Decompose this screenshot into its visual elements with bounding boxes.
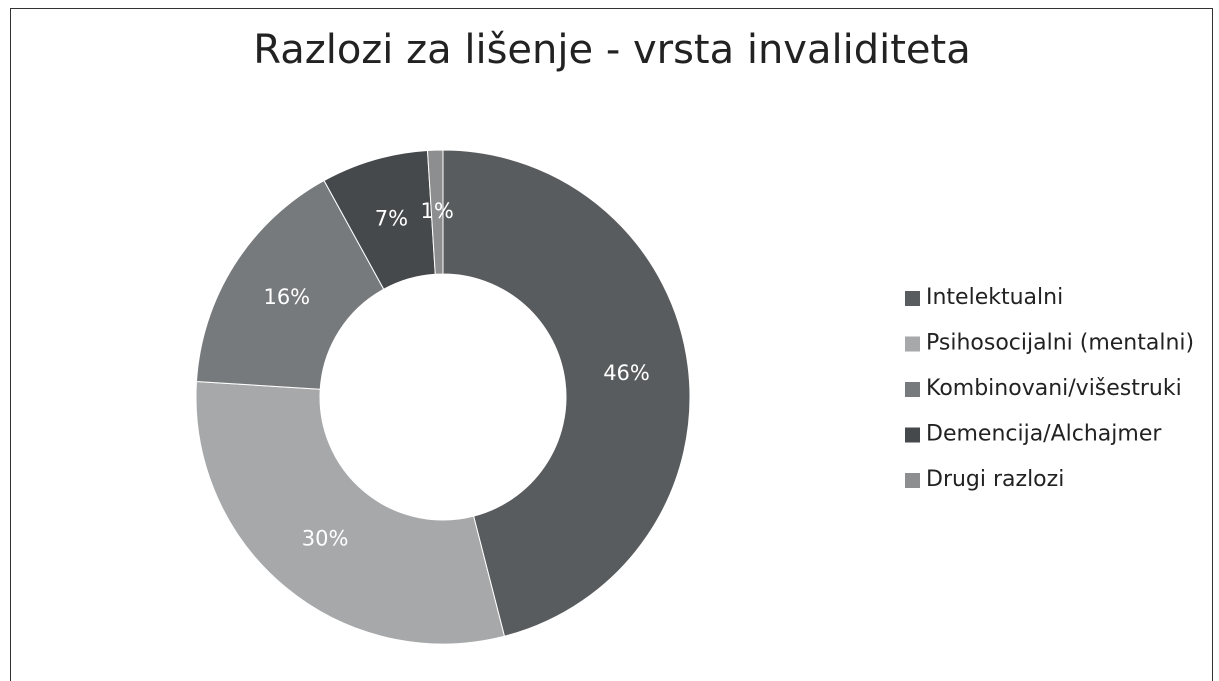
value-label: 1% <box>421 199 454 223</box>
legend-swatch <box>905 427 920 443</box>
donut-slice <box>195 179 385 390</box>
legend-label: Intelektualni <box>926 285 1063 310</box>
legend-label: Drugi razlozi <box>926 467 1064 492</box>
chart-frame <box>10 8 1213 681</box>
legend-label: Kombinovani/višestruki <box>926 376 1182 401</box>
legend-swatch <box>905 473 920 488</box>
donut-slice <box>195 380 506 645</box>
value-label: 16% <box>263 285 310 309</box>
legend-swatch <box>905 382 920 397</box>
legend-label: Demencija/Alchajmer <box>926 422 1162 447</box>
donut-slice <box>426 149 444 275</box>
value-label: 30% <box>302 527 349 551</box>
chart-title: Razlozi za lišenje - vrsta invaliditeta <box>253 27 970 73</box>
value-label: 46% <box>603 361 650 385</box>
legend-swatch <box>905 291 920 306</box>
value-label: 7% <box>375 206 408 230</box>
legend-label: Psihosocijalni (mentalni) <box>926 331 1194 356</box>
legend-swatch <box>905 336 920 352</box>
donut-slice <box>442 149 691 637</box>
